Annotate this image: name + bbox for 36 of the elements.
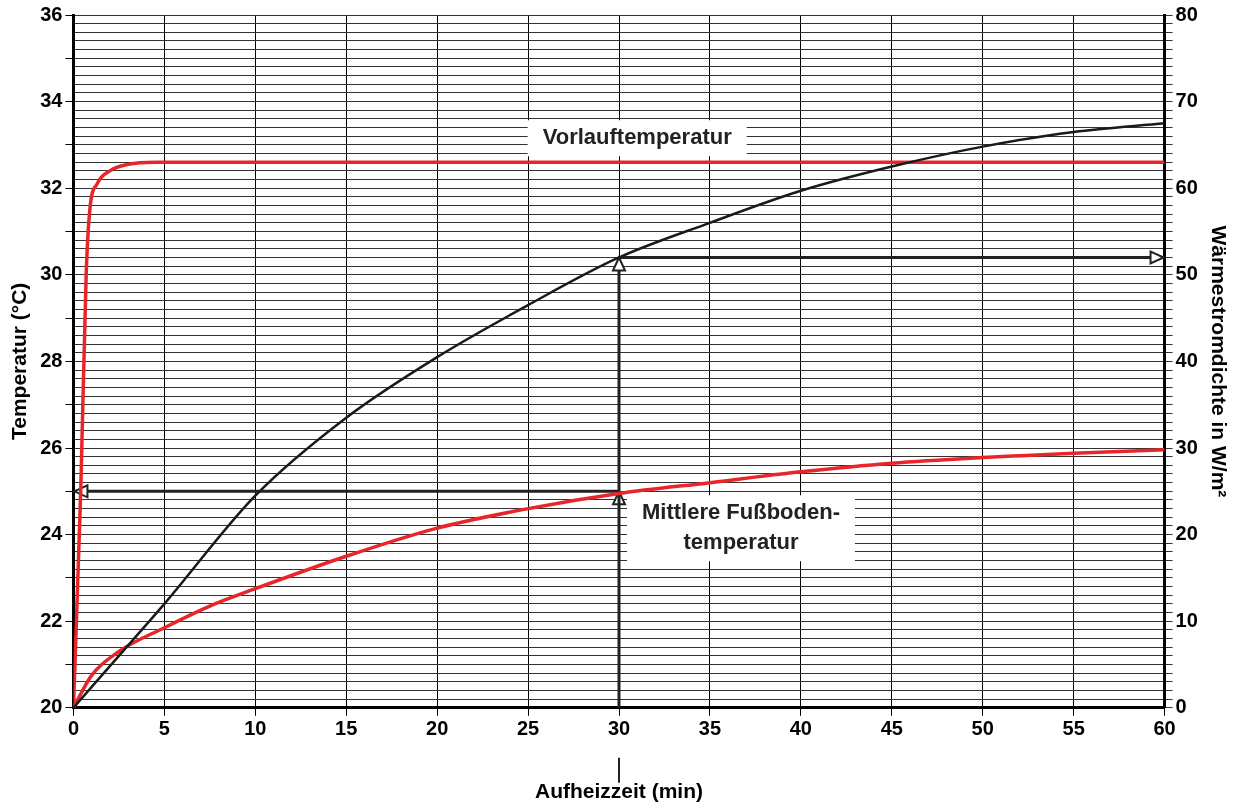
x-tick-label: 35 [698,717,722,740]
annotation: Mittlere Fußboden- temperatur [642,499,840,555]
y-tick-label: 34 [40,89,64,112]
x-axis-title: Aufheizzeit (min) [535,779,703,803]
y-tick-label: 26 [40,435,63,458]
y2-tick-label: 50 [1175,262,1198,285]
x-tick-label: 15 [335,717,358,740]
x-tick-label: 50 [971,717,994,740]
y2-tick-label: 60 [1175,175,1198,198]
x-tick-label: 10 [244,717,267,740]
y2-tick-label: 40 [1175,348,1198,371]
y-tick-label: 24 [40,522,64,545]
y2-tick-label: 70 [1175,89,1198,112]
y2-axis-title: Wärmestromdichte in W/m² [1207,225,1231,498]
y2-tick-label: 0 [1175,695,1187,718]
y-tick-label: 36 [40,2,63,25]
y2-tick-label: 30 [1175,435,1198,458]
x-tick-label: 20 [426,717,449,740]
x-tick-label: 30 [607,717,631,740]
x-tick-label: 40 [789,717,812,740]
y2-tick-label: 10 [1175,608,1198,631]
x-tick-label: 0 [67,717,80,740]
y-tick-label: 28 [40,348,63,371]
x-tick-label: 5 [158,717,170,740]
y-tick-label: 22 [40,608,63,631]
y2-tick-label: 20 [1175,522,1198,545]
y-tick-label: 32 [40,175,63,198]
x-tick-label: 45 [880,717,903,740]
y-tick-label: 20 [40,695,63,718]
y-axis-title: Temperatur (°C) [7,282,31,441]
x-tick-label: 60 [1153,717,1176,740]
annotation: Vorlauftemperatur [542,124,733,150]
x-tick-label: 55 [1062,717,1085,740]
y-tick-label: 30 [40,262,63,285]
y2-tick-label: 80 [1175,2,1198,25]
x-tick-label: 25 [516,717,540,740]
